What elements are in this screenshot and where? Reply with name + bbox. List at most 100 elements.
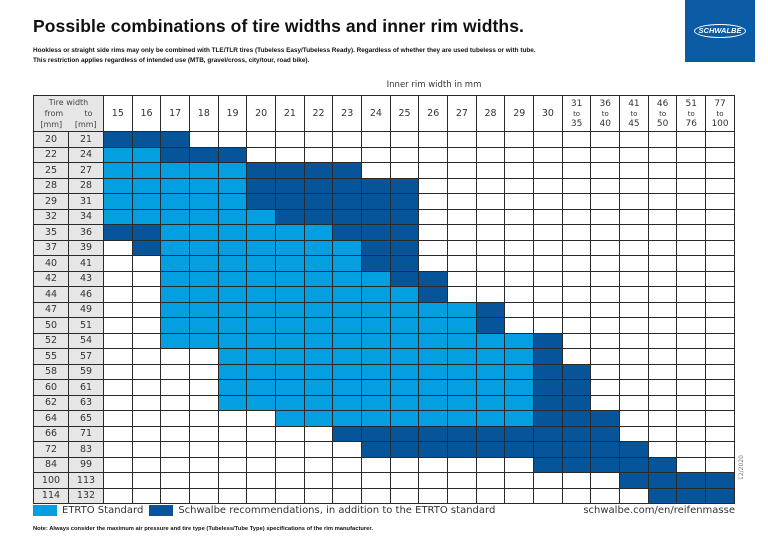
table-row: 55 57	[33, 348, 735, 365]
cell-empty	[303, 487, 334, 504]
cell-etrto	[475, 410, 506, 427]
table-row: 50 51	[33, 317, 735, 334]
column-header-from: 31	[570, 98, 583, 109]
cell-empty	[647, 255, 678, 272]
tire-width-from: 62	[33, 394, 69, 411]
cell-empty	[533, 146, 563, 163]
cell-empty	[705, 410, 735, 427]
cell-etrto	[303, 301, 334, 318]
table-row: 28 28	[33, 177, 735, 194]
cell-empty	[705, 363, 735, 380]
cell-schwalbe	[533, 363, 563, 380]
cell-schwalbe	[475, 441, 506, 458]
cell-etrto	[275, 239, 305, 256]
cell-etrto	[504, 379, 535, 396]
cell-schwalbe	[533, 441, 563, 458]
cell-etrto	[361, 286, 391, 303]
tire-width-from: 52	[33, 332, 69, 349]
cell-empty	[619, 239, 649, 256]
cell-etrto	[246, 239, 277, 256]
cell-empty	[504, 239, 535, 256]
cell-empty	[561, 472, 592, 489]
cell-empty	[705, 193, 735, 210]
cell-empty	[418, 177, 449, 194]
table-row: 60 61	[33, 379, 735, 396]
cell-empty	[533, 193, 563, 210]
column-header-24: 24	[361, 95, 391, 132]
column-header-77: 77 to 100	[705, 95, 735, 132]
cell-schwalbe	[561, 425, 592, 442]
table-row: 20 21	[33, 131, 735, 148]
cell-schwalbe	[160, 146, 191, 163]
website-link[interactable]: schwalbe.com/en/reifenmasse	[583, 505, 735, 516]
tire-width-from: 25	[33, 162, 69, 179]
tire-width-to: 39	[68, 239, 104, 256]
cell-empty	[131, 286, 162, 303]
cell-empty	[676, 193, 707, 210]
cell-empty	[676, 425, 707, 442]
cell-empty	[590, 348, 621, 365]
cell-empty	[561, 193, 592, 210]
column-header-to: 50	[656, 118, 669, 129]
column-header-to: 76	[685, 118, 697, 129]
cell-etrto	[332, 348, 363, 365]
cell-etrto	[217, 394, 248, 411]
cell-schwalbe	[103, 131, 133, 148]
cell-empty	[160, 363, 191, 380]
cell-empty	[217, 472, 248, 489]
cell-empty	[504, 270, 535, 287]
cell-empty	[676, 301, 707, 318]
cell-schwalbe	[131, 239, 162, 256]
cell-etrto	[418, 363, 449, 380]
column-header-28: 28	[475, 95, 506, 132]
cell-etrto	[504, 332, 535, 349]
tire-width-from: 58	[33, 363, 69, 380]
cell-schwalbe	[418, 425, 449, 442]
cell-empty	[418, 162, 449, 179]
cell-etrto	[246, 379, 277, 396]
cell-etrto	[303, 239, 334, 256]
cell-etrto	[418, 317, 449, 334]
cell-empty	[561, 131, 592, 148]
cell-etrto	[246, 270, 277, 287]
cell-empty	[447, 146, 477, 163]
cell-empty	[447, 162, 477, 179]
cell-schwalbe	[389, 425, 420, 442]
cell-etrto	[389, 348, 420, 365]
cell-empty	[705, 456, 735, 473]
cell-empty	[189, 348, 219, 365]
cell-etrto	[160, 317, 191, 334]
cell-etrto	[332, 301, 363, 318]
cell-etrto	[246, 317, 277, 334]
cell-empty	[590, 131, 621, 148]
cell-empty	[705, 270, 735, 287]
cell-empty	[504, 131, 535, 148]
cell-empty	[590, 363, 621, 380]
column-header-from: 36	[599, 98, 611, 109]
cell-etrto	[447, 332, 477, 349]
logo-text: SCHWALBE	[698, 26, 742, 35]
cell-etrto	[246, 394, 277, 411]
cell-empty	[676, 348, 707, 365]
cell-empty	[619, 317, 649, 334]
cell-empty	[676, 255, 707, 272]
column-header-19: 19	[217, 95, 248, 132]
cell-empty	[160, 441, 191, 458]
cell-empty	[447, 239, 477, 256]
cell-schwalbe	[160, 131, 191, 148]
cell-etrto	[103, 162, 133, 179]
cell-empty	[217, 410, 248, 427]
cell-empty	[447, 208, 477, 225]
tire-width-to: 113	[68, 472, 104, 489]
cell-empty	[418, 487, 449, 504]
cell-empty	[504, 472, 535, 489]
cell-empty	[475, 224, 506, 241]
cell-empty	[246, 456, 277, 473]
cell-empty	[647, 162, 678, 179]
cell-etrto	[475, 348, 506, 365]
cell-schwalbe	[475, 425, 506, 442]
table-row: 72 83	[33, 441, 735, 458]
table-row: 42 43	[33, 270, 735, 287]
cell-schwalbe	[389, 224, 420, 241]
cell-etrto	[217, 177, 248, 194]
